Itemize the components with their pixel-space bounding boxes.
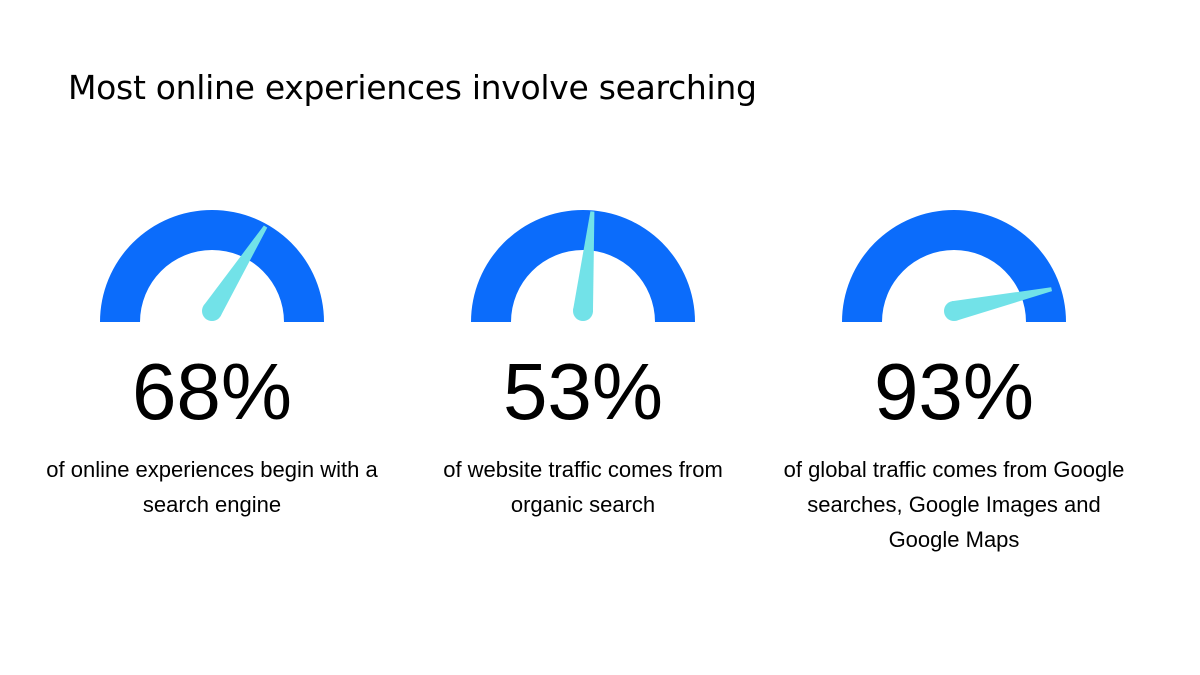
value-label: 68% — [131, 347, 293, 436]
caption: of global traffic comes from Google sear… — [783, 457, 1125, 552]
page-title: Most online experiences involve searchin… — [68, 68, 757, 107]
caption: of online experiences begin with a searc… — [46, 457, 378, 517]
needle-pivot — [202, 301, 222, 321]
gauge-needle — [573, 211, 595, 321]
gauge-arc — [471, 210, 695, 322]
gauge-needle — [944, 287, 1053, 321]
needle-body — [573, 211, 595, 312]
gauge-needle — [202, 225, 268, 321]
needle-pivot — [573, 301, 593, 321]
needle-pivot — [944, 301, 964, 321]
value-label: 93% — [873, 347, 1035, 436]
needle-body — [203, 225, 268, 317]
gauge-arc — [842, 210, 1066, 322]
gauge-arc — [100, 210, 324, 322]
value-label: 53% — [502, 347, 664, 436]
needle-body — [951, 287, 1053, 321]
caption: of website traffic comes from organic se… — [443, 457, 723, 517]
